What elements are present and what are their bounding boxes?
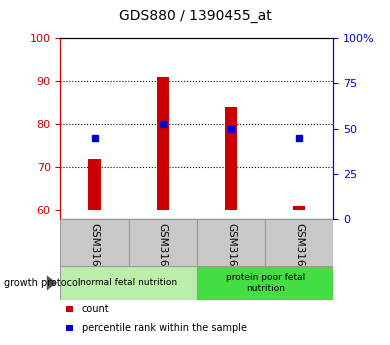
Bar bbox=[225, 107, 237, 210]
Bar bbox=[197, 219, 265, 267]
Bar bbox=[197, 266, 333, 300]
Bar bbox=[293, 206, 305, 210]
Text: growth protocol: growth protocol bbox=[4, 278, 80, 288]
Text: GSM31630: GSM31630 bbox=[294, 223, 304, 279]
Bar bbox=[60, 219, 129, 267]
Bar bbox=[265, 219, 333, 267]
Bar bbox=[89, 159, 101, 210]
Text: GSM31628: GSM31628 bbox=[158, 223, 168, 280]
Text: percentile rank within the sample: percentile rank within the sample bbox=[82, 323, 247, 333]
Text: normal fetal nutrition: normal fetal nutrition bbox=[80, 278, 177, 287]
Text: GSM31629: GSM31629 bbox=[226, 223, 236, 280]
Text: GDS880 / 1390455_at: GDS880 / 1390455_at bbox=[119, 9, 271, 22]
Polygon shape bbox=[47, 275, 57, 290]
Text: protein poor fetal
nutrition: protein poor fetal nutrition bbox=[225, 273, 305, 293]
Text: count: count bbox=[82, 304, 110, 314]
Bar bbox=[60, 266, 197, 300]
Bar bbox=[129, 219, 197, 267]
Bar bbox=[157, 77, 169, 210]
Text: GSM31627: GSM31627 bbox=[90, 223, 99, 280]
